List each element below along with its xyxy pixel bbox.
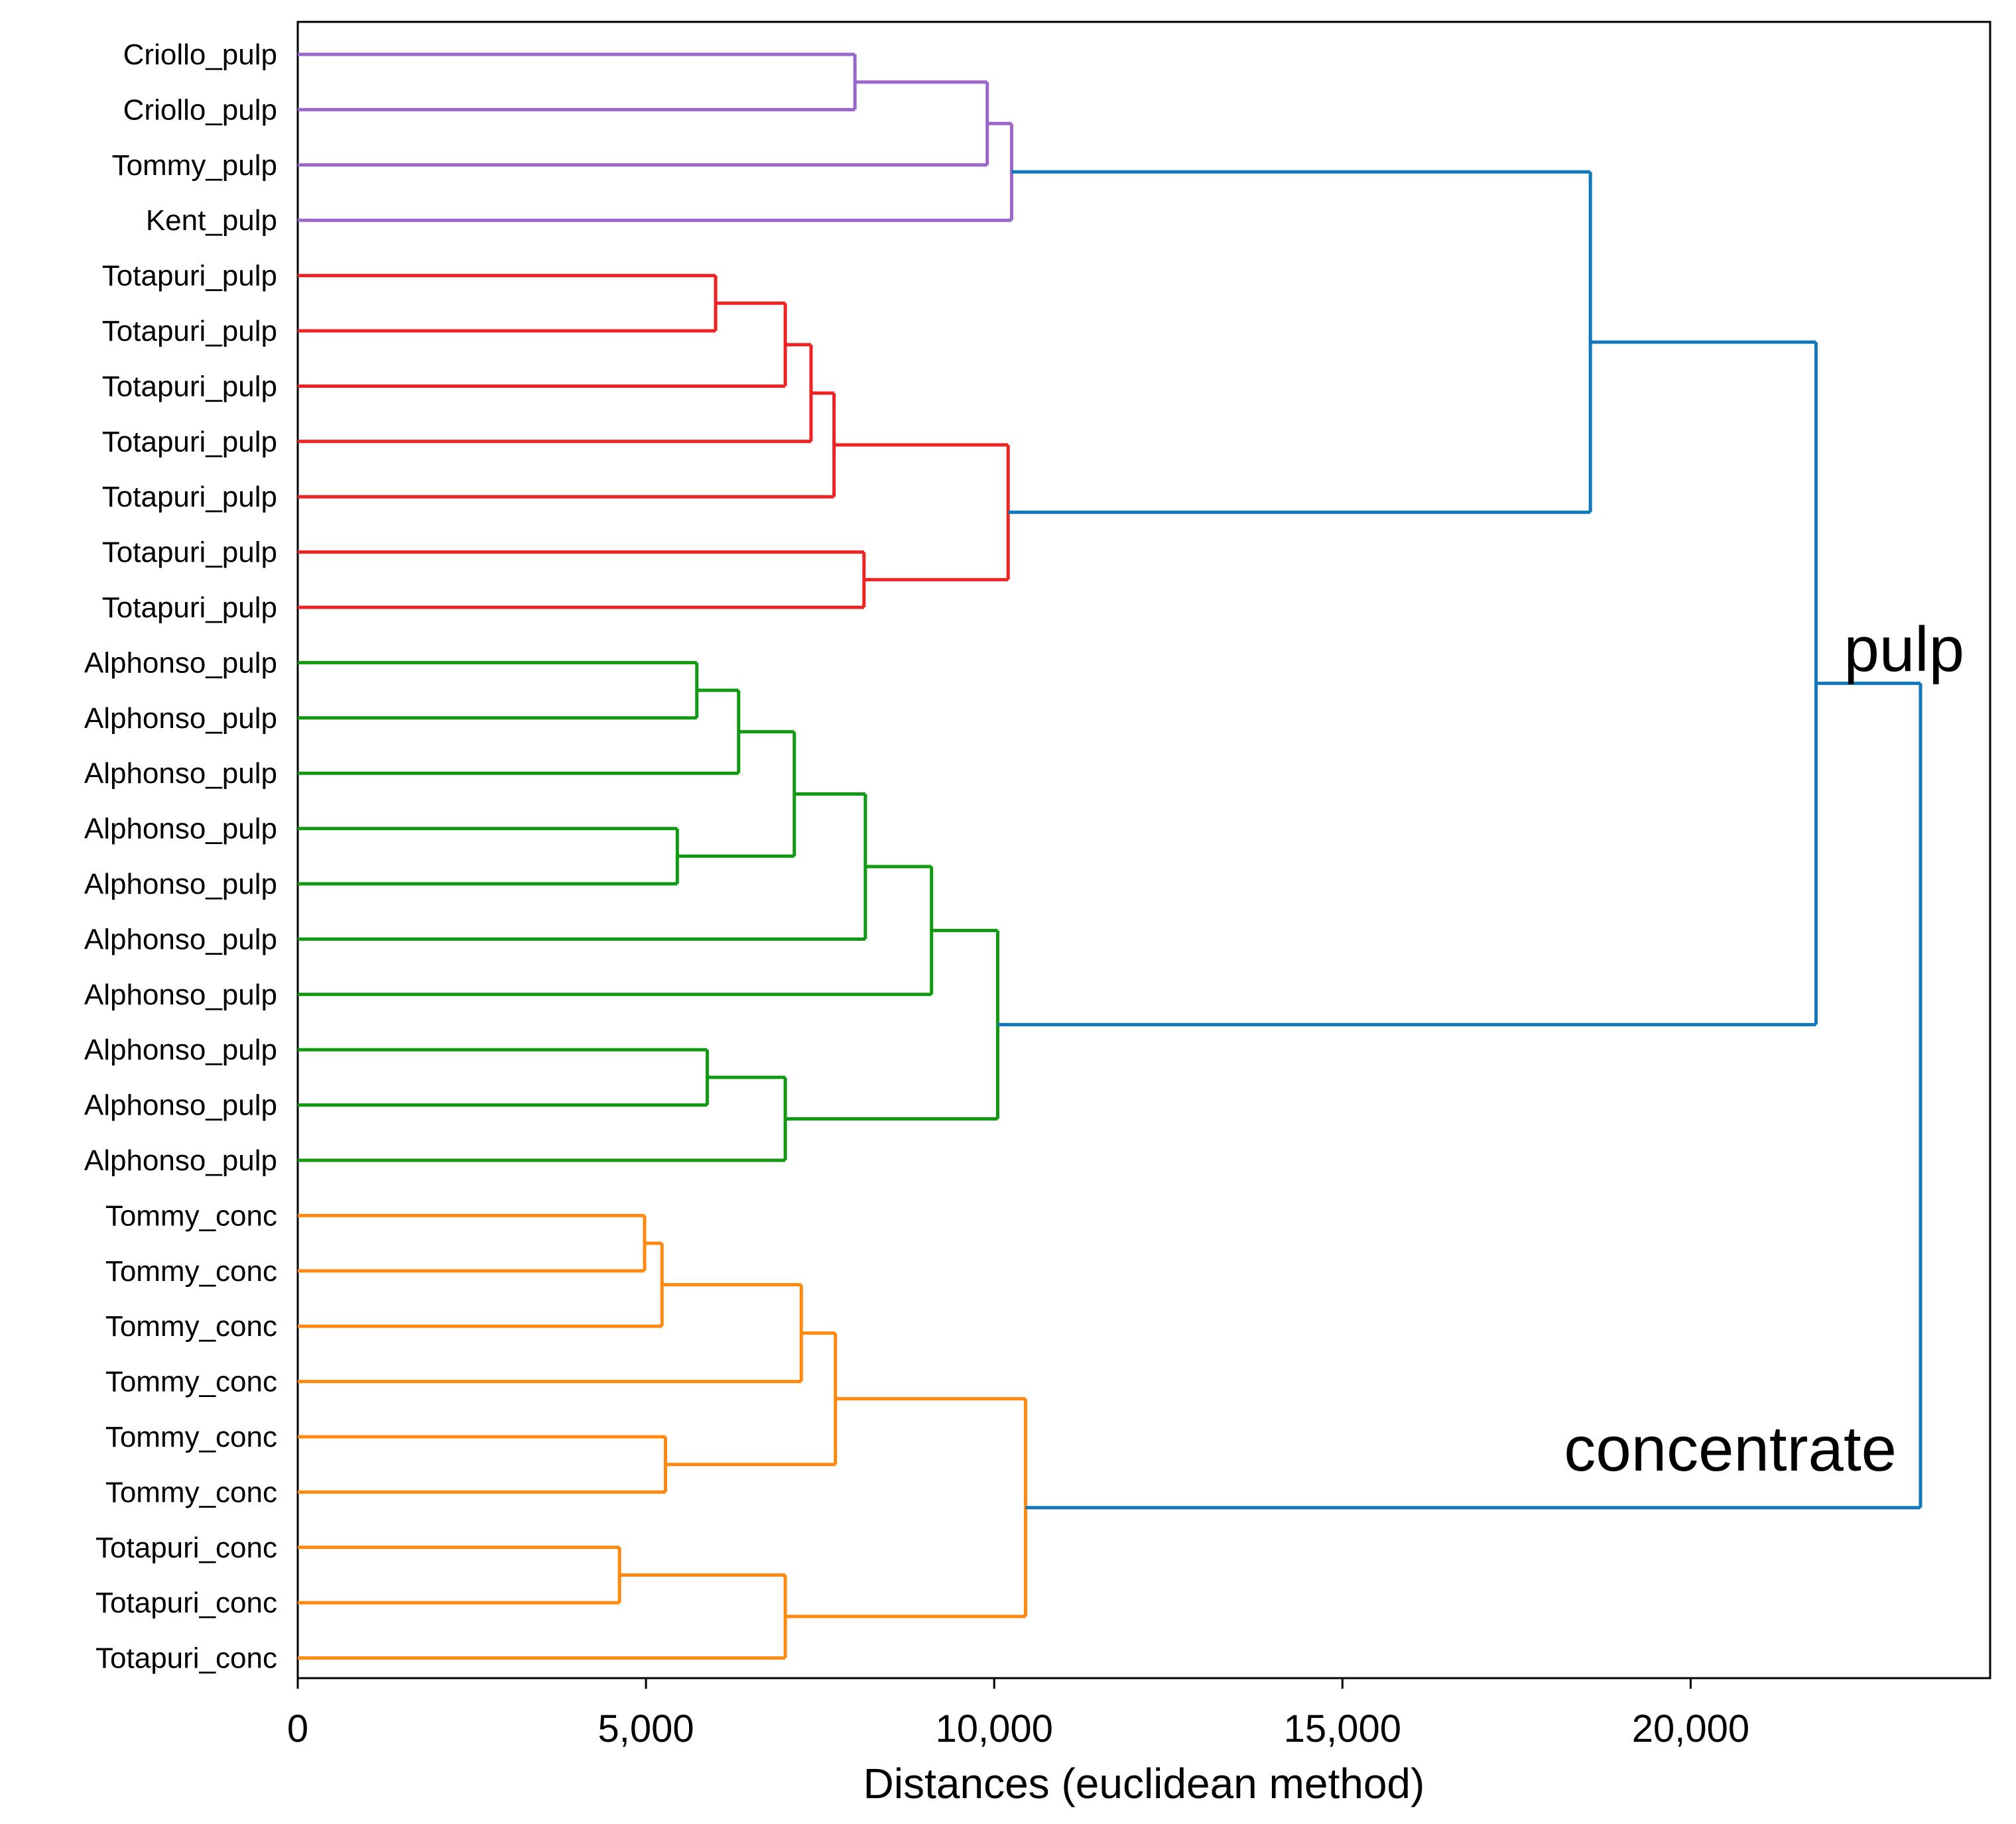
dendrogram-links	[298, 52, 1922, 1660]
leaf-label: Kent_pulp	[146, 204, 277, 237]
x-axis-title: Distances (euclidean method)	[863, 1760, 1425, 1807]
leaf-label: Totapuri_conc	[95, 1587, 277, 1619]
plot-frame	[296, 21, 1991, 1679]
leaf-label: Totapuri_conc	[95, 1532, 277, 1564]
leaf-label: Alphonso_pulp	[84, 1144, 277, 1177]
leaf-label: Alphonso_pulp	[84, 979, 277, 1011]
x-tick-label: 15,000	[1284, 1707, 1401, 1750]
leaf-label: Tommy_conc	[105, 1310, 277, 1343]
leaf-label: Tommy_conc	[105, 1255, 277, 1288]
x-tick-label: 10,000	[936, 1707, 1053, 1750]
leaf-label: Tommy_conc	[105, 1366, 277, 1398]
leaf-label: Totapuri_pulp	[102, 426, 277, 458]
leaf-label: Alphonso_pulp	[84, 1089, 277, 1122]
leaf-label: Totapuri_pulp	[102, 260, 277, 292]
leaf-label: Alphonso_pulp	[84, 757, 277, 790]
leaf-label: Alphonso_pulp	[84, 1034, 277, 1066]
leaf-label: Alphonso_pulp	[84, 702, 277, 735]
pulp-annotation: pulp	[1844, 614, 1965, 685]
leaf-label: Totapuri_pulp	[102, 591, 277, 624]
leaf-label: Tommy_conc	[105, 1199, 277, 1232]
leaf-label: Tommy_conc	[105, 1421, 277, 1453]
leaf-label: Totapuri_pulp	[102, 481, 277, 513]
leaf-label: Totapuri_conc	[95, 1642, 277, 1675]
leaf-label: Criollo_pulp	[123, 38, 277, 71]
leaf-label: Alphonso_pulp	[84, 813, 277, 845]
leaf-label: Tommy_conc	[105, 1476, 277, 1508]
leaf-label: Totapuri_pulp	[102, 370, 277, 402]
leaf-label: Criollo_pulp	[123, 93, 277, 126]
x-tick-label: 0	[287, 1707, 308, 1750]
x-axis: 0 5,000 10,000 15,000 20,000	[287, 1678, 1749, 1750]
leaf-label: Tommy_pulp	[112, 149, 277, 182]
concentrate-annotation: concentrate	[1564, 1414, 1897, 1485]
leaf-label: Totapuri_pulp	[102, 536, 277, 569]
x-tick-label: 20,000	[1632, 1707, 1749, 1750]
leaf-label: Alphonso_pulp	[84, 923, 277, 955]
leaf-label: Alphonso_pulp	[84, 646, 277, 679]
leaf-labels: Criollo_pulp Criollo_pulp Tommy_pulp Kent_p…	[84, 38, 277, 1675]
x-tick-label: 5,000	[598, 1707, 694, 1750]
leaf-label: Alphonso_pulp	[84, 868, 277, 900]
leaf-label: Totapuri_pulp	[102, 315, 277, 347]
